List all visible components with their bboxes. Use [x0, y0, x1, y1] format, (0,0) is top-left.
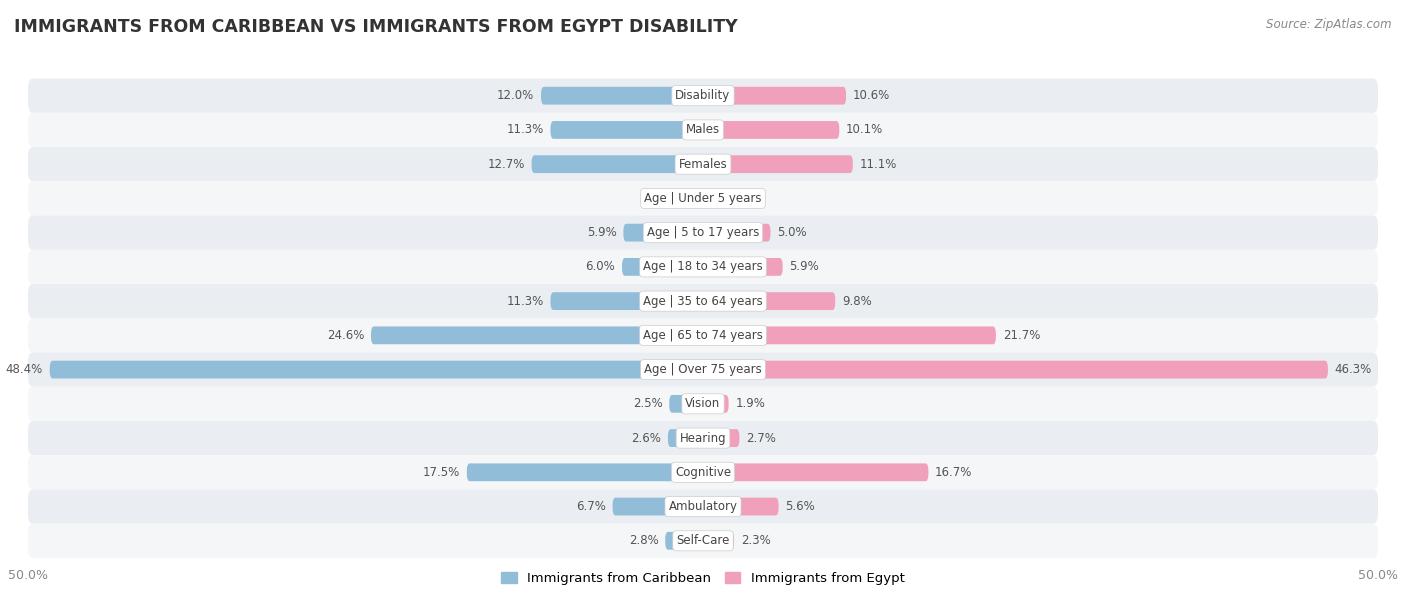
- Text: 12.0%: 12.0%: [498, 89, 534, 102]
- FancyBboxPatch shape: [371, 326, 703, 345]
- Text: 16.7%: 16.7%: [935, 466, 973, 479]
- Text: Females: Females: [679, 158, 727, 171]
- Text: Males: Males: [686, 124, 720, 136]
- Text: Age | 65 to 74 years: Age | 65 to 74 years: [643, 329, 763, 342]
- FancyBboxPatch shape: [668, 429, 703, 447]
- Text: 46.3%: 46.3%: [1334, 363, 1372, 376]
- FancyBboxPatch shape: [703, 429, 740, 447]
- FancyBboxPatch shape: [28, 284, 1378, 318]
- FancyBboxPatch shape: [703, 360, 1327, 378]
- FancyBboxPatch shape: [703, 463, 928, 481]
- FancyBboxPatch shape: [28, 353, 1378, 387]
- Text: 2.3%: 2.3%: [741, 534, 770, 547]
- Text: 6.7%: 6.7%: [576, 500, 606, 513]
- FancyBboxPatch shape: [703, 532, 734, 550]
- FancyBboxPatch shape: [703, 395, 728, 412]
- Text: 48.4%: 48.4%: [6, 363, 44, 376]
- Text: 2.5%: 2.5%: [633, 397, 662, 410]
- Text: Age | 18 to 34 years: Age | 18 to 34 years: [643, 260, 763, 274]
- FancyBboxPatch shape: [665, 532, 703, 550]
- FancyBboxPatch shape: [28, 78, 1378, 113]
- FancyBboxPatch shape: [28, 455, 1378, 490]
- Text: 12.7%: 12.7%: [488, 158, 524, 171]
- FancyBboxPatch shape: [28, 421, 1378, 455]
- Text: 1.2%: 1.2%: [650, 192, 681, 205]
- FancyBboxPatch shape: [551, 121, 703, 139]
- FancyBboxPatch shape: [621, 258, 703, 276]
- FancyBboxPatch shape: [703, 121, 839, 139]
- Text: 5.0%: 5.0%: [778, 226, 807, 239]
- FancyBboxPatch shape: [703, 155, 853, 173]
- FancyBboxPatch shape: [28, 147, 1378, 181]
- Text: 10.6%: 10.6%: [853, 89, 890, 102]
- FancyBboxPatch shape: [28, 318, 1378, 353]
- FancyBboxPatch shape: [28, 250, 1378, 284]
- Text: 2.8%: 2.8%: [628, 534, 658, 547]
- Text: Age | Over 75 years: Age | Over 75 years: [644, 363, 762, 376]
- FancyBboxPatch shape: [541, 87, 703, 105]
- Text: 10.1%: 10.1%: [846, 124, 883, 136]
- Text: Source: ZipAtlas.com: Source: ZipAtlas.com: [1267, 18, 1392, 31]
- Text: Age | Under 5 years: Age | Under 5 years: [644, 192, 762, 205]
- FancyBboxPatch shape: [28, 490, 1378, 524]
- FancyBboxPatch shape: [551, 292, 703, 310]
- Text: Vision: Vision: [685, 397, 721, 410]
- FancyBboxPatch shape: [703, 258, 783, 276]
- Text: 5.9%: 5.9%: [789, 260, 820, 274]
- FancyBboxPatch shape: [686, 190, 703, 207]
- Text: 17.5%: 17.5%: [423, 466, 460, 479]
- Text: Hearing: Hearing: [679, 431, 727, 444]
- FancyBboxPatch shape: [531, 155, 703, 173]
- Text: 1.1%: 1.1%: [724, 192, 755, 205]
- Legend: Immigrants from Caribbean, Immigrants from Egypt: Immigrants from Caribbean, Immigrants fr…: [496, 567, 910, 591]
- Text: 6.0%: 6.0%: [585, 260, 616, 274]
- FancyBboxPatch shape: [703, 498, 779, 515]
- FancyBboxPatch shape: [28, 113, 1378, 147]
- FancyBboxPatch shape: [28, 387, 1378, 421]
- Text: 2.7%: 2.7%: [747, 431, 776, 444]
- FancyBboxPatch shape: [28, 181, 1378, 215]
- FancyBboxPatch shape: [703, 292, 835, 310]
- FancyBboxPatch shape: [703, 224, 770, 242]
- Text: IMMIGRANTS FROM CARIBBEAN VS IMMIGRANTS FROM EGYPT DISABILITY: IMMIGRANTS FROM CARIBBEAN VS IMMIGRANTS …: [14, 18, 738, 36]
- Text: Age | 35 to 64 years: Age | 35 to 64 years: [643, 294, 763, 308]
- Text: Cognitive: Cognitive: [675, 466, 731, 479]
- Text: Age | 5 to 17 years: Age | 5 to 17 years: [647, 226, 759, 239]
- Text: Ambulatory: Ambulatory: [668, 500, 738, 513]
- FancyBboxPatch shape: [28, 215, 1378, 250]
- Text: 2.6%: 2.6%: [631, 431, 661, 444]
- Text: 5.9%: 5.9%: [586, 226, 617, 239]
- FancyBboxPatch shape: [28, 524, 1378, 558]
- FancyBboxPatch shape: [49, 360, 703, 378]
- Text: Disability: Disability: [675, 89, 731, 102]
- FancyBboxPatch shape: [623, 224, 703, 242]
- FancyBboxPatch shape: [669, 395, 703, 412]
- FancyBboxPatch shape: [467, 463, 703, 481]
- FancyBboxPatch shape: [703, 190, 718, 207]
- Text: 5.6%: 5.6%: [786, 500, 815, 513]
- Text: 1.9%: 1.9%: [735, 397, 765, 410]
- Text: 11.1%: 11.1%: [859, 158, 897, 171]
- Text: 11.3%: 11.3%: [506, 294, 544, 308]
- Text: 11.3%: 11.3%: [506, 124, 544, 136]
- Text: 21.7%: 21.7%: [1002, 329, 1040, 342]
- Text: Self-Care: Self-Care: [676, 534, 730, 547]
- Text: 9.8%: 9.8%: [842, 294, 872, 308]
- Text: 24.6%: 24.6%: [326, 329, 364, 342]
- FancyBboxPatch shape: [703, 87, 846, 105]
- FancyBboxPatch shape: [613, 498, 703, 515]
- FancyBboxPatch shape: [703, 326, 995, 345]
